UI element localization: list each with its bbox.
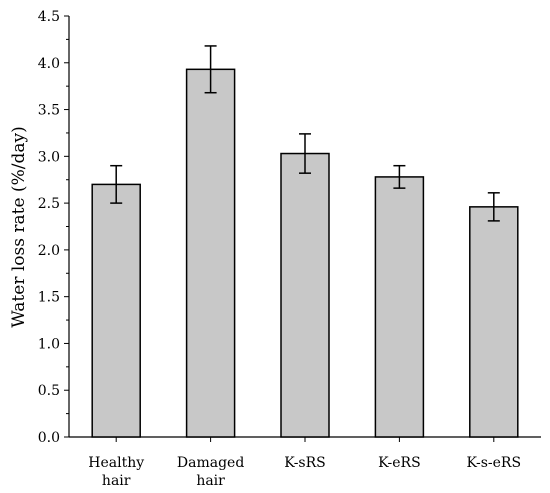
- y-tick-label: 2.5: [38, 196, 60, 212]
- bar: [185, 68, 236, 438]
- y-tick-label: 3.5: [38, 103, 60, 119]
- y-axis-ticks: 0.0 0.5 1.0 1.5 2.0 2.5 3.0 3.5 4.0 4.5: [38, 9, 69, 446]
- x-tick-label: Damaged: [177, 455, 244, 471]
- y-tick-label: 4.0: [38, 56, 60, 72]
- bars: [91, 68, 519, 438]
- bar: [469, 206, 519, 438]
- x-tick-label: Healthy: [88, 455, 144, 471]
- x-tick-label: K-eRS: [378, 455, 421, 471]
- y-tick-label: 2.0: [38, 243, 60, 259]
- y-tick-label: 0.0: [38, 430, 60, 446]
- y-axis-label: Water loss rate (%/day): [9, 126, 29, 327]
- x-tick-label: K-s-eRS: [467, 455, 522, 471]
- bar: [91, 183, 141, 438]
- bar: [280, 152, 330, 438]
- x-tick-label: K-sRS: [284, 455, 326, 471]
- bar: [374, 176, 425, 438]
- y-tick-label: 1.0: [38, 336, 60, 352]
- error-bars: [110, 45, 500, 222]
- y-tick-label: 1.5: [38, 290, 60, 306]
- y-tick-label: 4.5: [38, 9, 60, 25]
- x-axis-labels: Healthy hair Damaged hair K-sRS K-eRS K-s-eRS: [88, 437, 521, 489]
- x-tick-label: hair: [196, 473, 225, 489]
- x-tick-label: hair: [102, 473, 131, 489]
- y-tick-label: 3.0: [38, 149, 60, 165]
- y-tick-label: 0.5: [38, 383, 60, 399]
